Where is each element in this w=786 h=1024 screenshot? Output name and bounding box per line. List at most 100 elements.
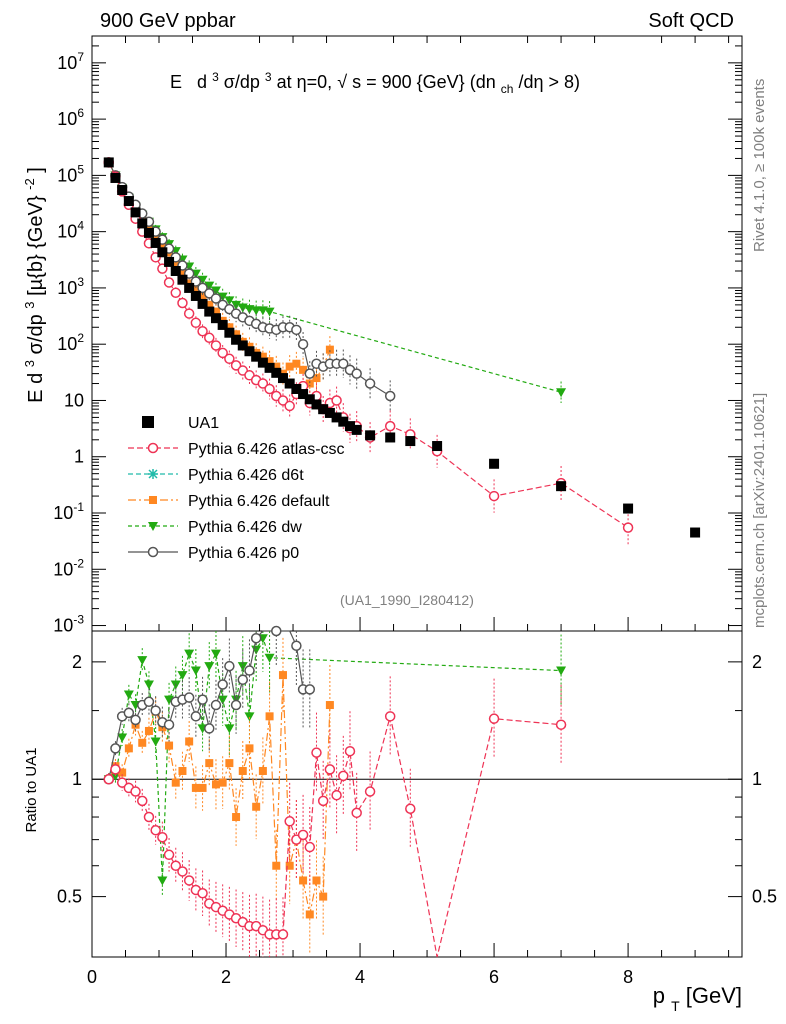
ratio-point-pythia-6-426-dw [210,649,221,659]
point-pythia-6-426-p0 [197,282,208,294]
ratio-point-pythia-6-426-dw [190,666,201,676]
point-ua1 [150,237,161,248]
ratio-point-pythia-6-426-default [278,671,287,680]
ratio-point-pythia-6-426-dw [184,649,195,659]
ratio-point-pythia-6-426-atlas-csc [116,777,128,788]
point-pythia-6-426-default [211,307,220,316]
ratio-point-pythia-6-426-atlas-csc [324,764,336,775]
point-ua1 [130,207,141,218]
ratio-point-pythia-6-426-default [299,876,308,885]
series-line-pythia-6-426-dw [108,162,562,393]
point-ua1 [264,362,275,373]
series-line-pythia-6-426-p0 [108,162,391,397]
x-axis-label: p T [GeV] [653,983,742,1016]
ratio-point-pythia-6-426-default [319,892,328,901]
point-pythia-6-426-default [305,379,314,388]
ratio-point-pythia-6-426-atlas-csc [163,849,175,861]
ratio-point-pythia-6-426-p0 [291,640,302,651]
ratio-point-pythia-6-426-default [252,802,261,811]
ratio-point-pythia-6-426-atlas-csc [351,807,362,819]
ratio-point-pythia-6-426-p0 [304,684,316,695]
point-ua1 [432,441,443,452]
ratio-point-pythia-6-426-dw [143,680,154,690]
side-label-mcplots: mcplots.cern.ch [arXiv:2401.10621] [751,393,768,628]
ratio-point-pythia-6-426-p0 [183,692,195,703]
ratio-point-pythia-6-426-atlas-csc [277,929,289,940]
ratio-tick-label-left: 1 [72,769,82,789]
ratio-point-pythia-6-426-p0 [143,696,155,708]
point-pythia-6-426-p0 [338,358,349,369]
ratio-point-pythia-6-426-default [312,876,321,885]
ratio-point-pythia-6-426-p0 [230,699,242,711]
point-pythia-6-426-p0 [210,293,222,304]
point-pythia-6-426-atlas-csc [183,308,195,319]
ratio-point-pythia-6-426-dw [177,671,188,681]
point-pythia-6-426-p0 [204,288,215,299]
point-ua1 [103,157,114,168]
ratio-point-pythia-6-426-atlas-csc [197,888,208,899]
ratio-point-pythia-6-426-p0 [190,711,202,722]
ratio-point-pythia-6-426-default [258,766,267,775]
point-pythia-6-426-dw [264,307,275,317]
point-pythia-6-426-atlas-csc [204,332,215,344]
point-pythia-6-426-atlas-csc [170,287,182,299]
ratio-point-pythia-6-426-dw [137,656,148,666]
point-pythia-6-426-p0 [304,368,316,379]
ratio-point-pythia-6-426-dw [150,737,161,747]
legend: UA1 Pythia 6.426 atlas-csc Pythia 6.426 d6… [128,415,345,562]
point-ua1 [177,274,188,285]
ratio-point-pythia-6-426-default [138,738,147,747]
ratio-tick-label-left: 0.5 [57,887,82,907]
ratio-tick-label-right: 0.5 [752,887,777,907]
ratio-point-pythia-6-426-default [124,744,133,753]
ratio-point-pythia-6-426-default [165,741,174,750]
point-pythia-6-426-default [272,362,281,371]
ratio-point-pythia-6-426-atlas-csc [143,811,155,823]
point-ua1 [690,527,701,538]
ratio-point-pythia-6-426-dw [123,690,134,700]
ratio-point-pythia-6-426-dw [110,771,121,781]
point-pythia-6-426-atlas-csc [257,378,269,389]
point-pythia-6-426-default [198,292,207,301]
y-tick-label: 107 [57,50,84,73]
ratio-point-pythia-6-426-default [118,768,127,777]
ratio-point-pythia-6-426-atlas-csc [130,786,141,797]
point-pythia-6-426-atlas-csc [331,395,342,406]
ratio-point-pythia-6-426-default [232,813,241,822]
ratio-point-pythia-6-426-default [211,780,220,789]
ratio-point-pythia-6-426-default [205,759,214,768]
x-tick-label: 6 [489,967,499,987]
ratio-point-pythia-6-426-default [198,783,207,792]
ratio-point-pythia-6-426-dw [244,712,255,722]
ratio-point-pythia-6-426-atlas-csc [157,831,168,843]
point-pythia-6-426-default [285,362,294,371]
legend-label-ua1: UA1 [188,415,219,432]
main-plot-frame [91,35,743,632]
point-pythia-6-426-atlas-csc [224,353,235,365]
y-tick-label: 103 [57,275,84,298]
y-axis-label: E d 3 σ/dp 3 [µ{b} {GeV} -2 ] [17,167,47,403]
point-ua1 [137,218,148,229]
point-ua1 [284,378,295,389]
point-ua1 [271,367,282,378]
y-tick-label: 106 [57,106,84,129]
point-ua1 [298,389,309,400]
legend-label-pythia-6-426-p0: Pythia 6.426 p0 [188,545,299,562]
ratio-point-pythia-6-426-default [285,861,294,870]
point-pythia-6-426-atlas-csc [284,400,295,412]
ratio-point-pythia-6-426-atlas-csc [555,719,567,730]
point-ua1 [123,196,134,207]
y-tick-label: 102 [57,331,84,354]
ratio-point-pythia-6-426-dw [157,876,168,886]
x-tick-label: 0 [87,967,97,987]
legend-label-pythia-6-426-default: Pythia 6.426 default [188,493,330,510]
ratio-point-pythia-6-426-atlas-csc [177,866,188,877]
ratio-point-pythia-6-426-default [171,778,180,787]
point-ua1 [291,383,302,394]
point-ua1 [311,399,322,410]
point-ua1 [217,319,228,330]
point-ua1 [324,407,335,418]
ratio-point-pythia-6-426-p0 [271,625,282,637]
ratio-point-pythia-6-426-p0 [197,694,208,705]
main-series-layer [103,157,701,546]
